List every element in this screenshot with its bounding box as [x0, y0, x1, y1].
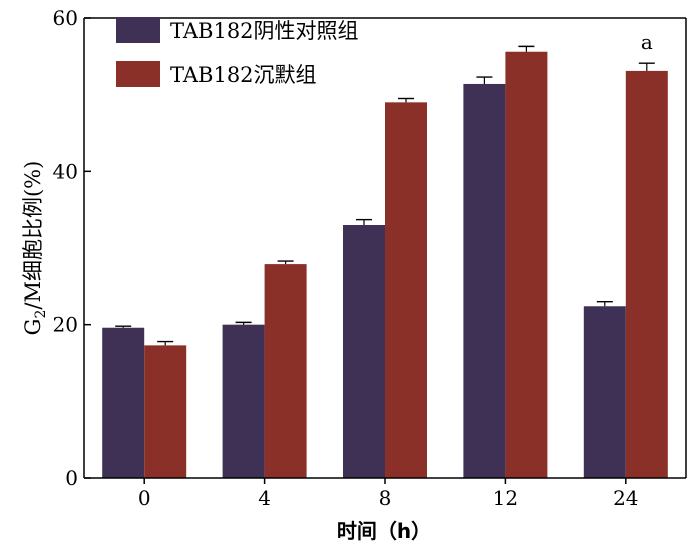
x-tick-label-8: 8 — [379, 486, 392, 510]
annotation-24: a — [641, 30, 653, 54]
legend-label-silenced: TAB182沉默组 — [170, 63, 317, 87]
y-tick-label-60: 60 — [53, 6, 78, 30]
bar-control-8 — [343, 225, 385, 478]
annotations: a — [641, 30, 653, 54]
legend-swatch-control — [116, 17, 160, 43]
y-axis-label-subscript: 2 — [33, 310, 49, 319]
bar-control-12 — [463, 83, 506, 478]
plot-area — [84, 17, 687, 478]
y-axis-label-main: G — [21, 319, 45, 336]
y-axis-label-rest: /M细胞比例(%) — [21, 161, 45, 310]
x-axis: 0 4 8 12 24 — [84, 477, 686, 510]
x-tick-label-0: 0 — [138, 486, 151, 510]
x-tick-label-24: 24 — [613, 486, 638, 510]
x-tick-label-12: 12 — [493, 486, 518, 510]
legend-swatch-silenced — [116, 61, 160, 87]
bar-control-24 — [583, 306, 626, 478]
y-tick-label-20: 20 — [53, 313, 78, 337]
error-bars — [115, 45, 655, 346]
bar-silenced-8 — [385, 102, 427, 478]
y-axis-label: G2/M细胞比例(%) — [21, 161, 49, 336]
bar-silenced-0 — [144, 345, 187, 478]
bar-control-0 — [102, 327, 145, 478]
y-axis: 0 20 40 60 — [53, 6, 91, 490]
bar-silenced-4 — [264, 264, 307, 478]
bars — [102, 51, 668, 479]
y-tick-label-0: 0 — [65, 466, 78, 490]
bar-silenced-24 — [625, 70, 668, 479]
bar-silenced-12 — [505, 51, 548, 478]
x-tick-label-4: 4 — [258, 486, 271, 510]
legend: TAB182阴性对照组 TAB182沉默组 — [116, 17, 359, 87]
legend-label-control: TAB182阴性对照组 — [170, 19, 359, 43]
bar-control-4 — [222, 324, 265, 478]
y-tick-label-40: 40 — [53, 159, 78, 183]
x-axis-label: 时间（h） — [337, 519, 431, 543]
